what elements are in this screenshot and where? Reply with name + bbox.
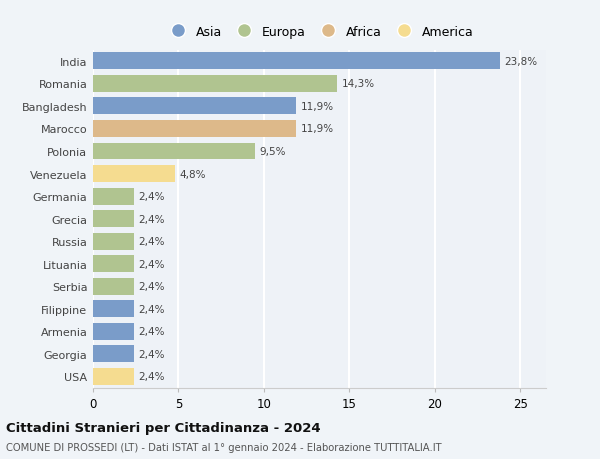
Text: 2,4%: 2,4% <box>139 372 165 381</box>
Bar <box>93 53 500 70</box>
Bar <box>93 211 134 228</box>
Bar <box>93 98 296 115</box>
Bar <box>93 346 134 363</box>
Text: 2,4%: 2,4% <box>139 282 165 291</box>
Bar <box>93 368 134 385</box>
Bar <box>93 188 134 205</box>
Text: 2,4%: 2,4% <box>139 237 165 246</box>
Text: 11,9%: 11,9% <box>301 124 334 134</box>
Bar <box>93 143 256 160</box>
Text: 11,9%: 11,9% <box>301 102 334 112</box>
Text: 14,3%: 14,3% <box>342 79 375 89</box>
Legend: Asia, Europa, Africa, America: Asia, Europa, Africa, America <box>163 23 476 41</box>
Text: COMUNE DI PROSSEDI (LT) - Dati ISTAT al 1° gennaio 2024 - Elaborazione TUTTITALI: COMUNE DI PROSSEDI (LT) - Dati ISTAT al … <box>6 442 442 452</box>
Bar <box>93 166 175 183</box>
Text: Cittadini Stranieri per Cittadinanza - 2024: Cittadini Stranieri per Cittadinanza - 2… <box>6 421 320 435</box>
Text: 9,5%: 9,5% <box>260 147 286 157</box>
Bar <box>93 233 134 250</box>
Text: 2,4%: 2,4% <box>139 327 165 336</box>
Bar <box>93 278 134 295</box>
Text: 2,4%: 2,4% <box>139 349 165 359</box>
Text: 23,8%: 23,8% <box>504 57 537 67</box>
Text: 2,4%: 2,4% <box>139 192 165 202</box>
Text: 2,4%: 2,4% <box>139 304 165 314</box>
Text: 2,4%: 2,4% <box>139 214 165 224</box>
Bar <box>93 121 296 138</box>
Bar <box>93 301 134 318</box>
Bar <box>93 256 134 273</box>
Text: 4,8%: 4,8% <box>179 169 206 179</box>
Bar <box>93 76 337 93</box>
Text: 2,4%: 2,4% <box>139 259 165 269</box>
Bar <box>93 323 134 340</box>
